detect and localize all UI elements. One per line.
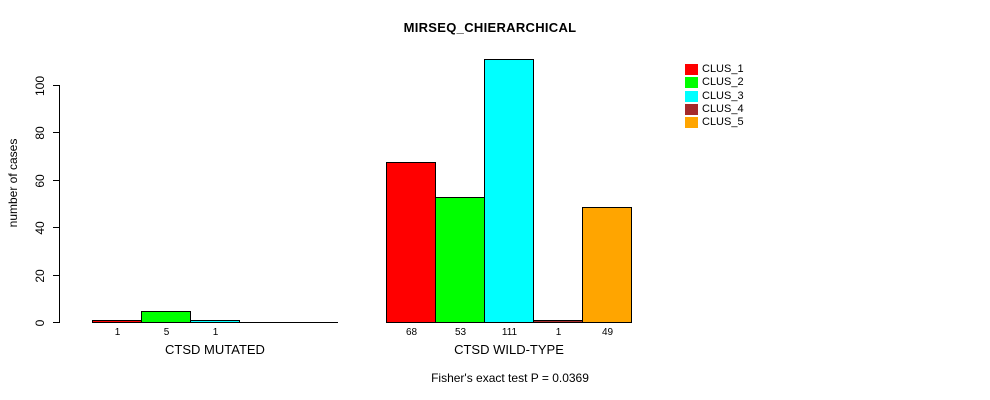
- y-axis-tick-label: 100: [33, 75, 47, 96]
- bar-clus_3: [484, 59, 534, 323]
- chart-title: MIRSEQ_CHIERARCHICAL: [403, 20, 577, 35]
- bar-clus_4: [533, 320, 583, 323]
- legend-label-clus_4: CLUS_4: [702, 103, 744, 115]
- legend-swatch-clus_1: [685, 64, 698, 75]
- y-axis-tick: [53, 85, 59, 86]
- y-axis-tick: [53, 227, 59, 228]
- legend-label-clus_5: CLUS_5: [702, 116, 744, 128]
- bar-clus_2: [435, 197, 485, 323]
- x-axis-group-label: CTSD WILD-TYPE: [454, 342, 564, 357]
- legend-label-clus_1: CLUS_1: [702, 63, 744, 75]
- bar-value-label: 111: [501, 327, 518, 338]
- y-axis-tick-label: 20: [33, 268, 47, 283]
- legend-swatch-clus_2: [685, 77, 698, 88]
- x-axis-group-label: CTSD MUTATED: [165, 342, 265, 357]
- legend-swatch-clus_5: [685, 117, 698, 128]
- y-axis-label: number of cases: [6, 138, 20, 228]
- y-axis-tick-label: 60: [33, 173, 47, 188]
- bar-value-label: 5: [163, 327, 170, 338]
- y-axis-line: [59, 85, 60, 323]
- bar-value-label: 49: [601, 327, 614, 338]
- legend-swatch-clus_4: [685, 104, 698, 115]
- bar-value-label: 1: [212, 327, 219, 338]
- bar-value-label: 1: [114, 327, 121, 338]
- fisher-test-caption: Fisher's exact test P = 0.0369: [431, 371, 589, 385]
- y-axis-tick-label: 0: [33, 319, 47, 326]
- y-axis-tick-label: 80: [33, 125, 47, 140]
- bar-clus_2: [141, 311, 191, 323]
- legend-label-clus_3: CLUS_3: [702, 90, 744, 102]
- bar-clus_3: [190, 320, 240, 323]
- bar-clus_1: [92, 320, 142, 323]
- y-axis-tick: [53, 180, 59, 181]
- bar-value-label: 1: [555, 327, 562, 338]
- y-axis-tick: [53, 275, 59, 276]
- legend-label-clus_2: CLUS_2: [702, 76, 744, 88]
- bar-clus_1: [386, 162, 436, 323]
- y-axis-tick-label: 40: [33, 220, 47, 235]
- legend-swatch-clus_3: [685, 91, 698, 102]
- bar-value-label: 68: [405, 327, 418, 338]
- y-axis-tick: [53, 132, 59, 133]
- bar-clus_5: [582, 207, 632, 323]
- y-axis-tick: [53, 322, 59, 323]
- bar-value-label: 53: [454, 327, 467, 338]
